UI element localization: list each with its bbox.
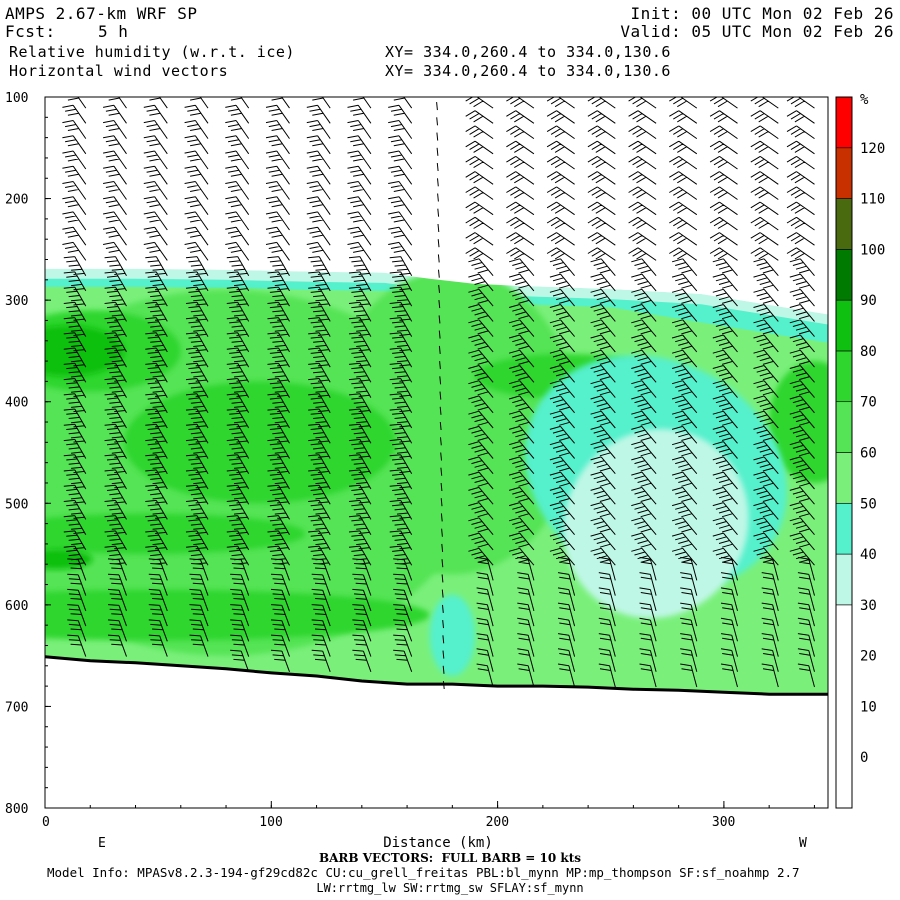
colorbar-segment [835,502,853,555]
colorbar-tick-label: 50 [860,496,877,512]
rh-region-upper-left-85 [45,325,125,377]
y-tick-label: 300 [5,294,28,309]
colorbar-segment [835,96,853,149]
colorbar-segment [835,452,853,504]
model-title: AMPS 2.67-km WRF SP [5,4,198,23]
plot-frame [44,96,829,809]
x-tick-label: 100 [259,815,282,830]
colorbar-segment [835,553,853,606]
rh-region-west-75 [124,381,396,504]
x-tick-label: 300 [712,815,735,830]
valid-time: Valid: 05 UTC Mon 02 Feb 26 [620,22,894,41]
y-tick-label: 700 [5,700,28,715]
model-info-physics: LW:rrtmg_lw SW:rrtmg_sw SFLAY:sf_mynn [316,881,584,895]
x-end-label-right: W [799,836,807,851]
field-name-primary: Relative humidity (w.r.t. ice) [9,43,295,61]
model-info: Model Info: MPASv8.2.3-194-gf29cd82c CU:… [47,865,800,880]
wind-barb-field [45,97,815,688]
y-tick-label: 100 [5,91,28,106]
x-tick-label: 200 [486,815,509,830]
below-ground-mask [45,656,828,808]
distance-axis: 0 100 200 300 Distance (km) E W [42,801,815,851]
x-end-label-left: E [98,836,106,851]
y-tick-label: 500 [5,497,28,512]
x-tick-label: 0 [42,815,50,830]
wind-barbs [45,97,815,690]
colorbar-tick-label: 0 [860,750,868,766]
rh-region-center-65 [327,269,577,575]
field-name-overlay: Horizontal wind vectors [9,62,229,80]
y-tick-label: 800 [5,802,28,817]
forecast-hour: 5 h [98,22,129,41]
colorbar-segment [835,604,853,809]
wind-barb-center-column [436,102,445,690]
colorbar-tick-label: 70 [860,395,877,411]
colorbar-segment [835,350,853,403]
y-tick-label: 600 [5,599,28,614]
colorbar-unit: % [860,92,869,108]
colorbar-segment [835,401,853,453]
rh-region-low-left-75 [45,589,430,641]
colorbar-tick-label: 120 [860,141,885,157]
colorbar-tick-label: 30 [860,598,877,614]
rh-dry-column-45 [429,594,475,676]
barb-legend: BARB VECTORS: FULL BARB = 10 kts [318,851,582,865]
rh-dry-tongue-35 [563,429,749,619]
colorbar-frame [835,96,853,809]
terrain-surface-line [44,655,828,696]
x-axis-label: Distance (km) [383,835,493,851]
y-tick-label: 400 [5,396,28,411]
colorbar-tick-label: 60 [860,446,877,462]
colorbar-tick-label: 100 [860,242,885,258]
rh-dry-upper [45,97,828,315]
colorbar-tick-label: 40 [860,547,877,563]
colorbar-segment [835,147,853,199]
colorbar-tick-label: 20 [860,649,877,665]
cross-section-endpoints-2: XY= 334.0,260.4 to 334.0,130.6 [385,62,671,80]
init-time: Init: 00 UTC Mon 02 Feb 26 [630,4,894,23]
rh-region-mid-left-75 [45,513,306,555]
colorbar-tick-label: 80 [860,344,877,360]
pressure-axis: 100 200 300 400 500 600 700 800 [5,91,51,817]
colorbar-tick-label: 110 [860,192,885,208]
colorbar-tick-label: 90 [860,293,877,309]
forecast-label: Fcst: [5,22,56,41]
colorbar-segment [835,249,853,301]
cross-section-endpoints-1: XY= 334.0,260.4 to 334.0,130.6 [385,43,671,61]
colorbar-segment [835,299,853,352]
colorbar: 0 10 20 30 40 50 60 70 80 90 100 110 120% [835,92,885,809]
colorbar-tick-label: 10 [860,699,877,715]
colorbar-segment [835,198,853,250]
rh-region-right-75 [769,361,828,483]
y-tick-label: 200 [5,193,28,208]
humidity-fill [45,97,828,808]
